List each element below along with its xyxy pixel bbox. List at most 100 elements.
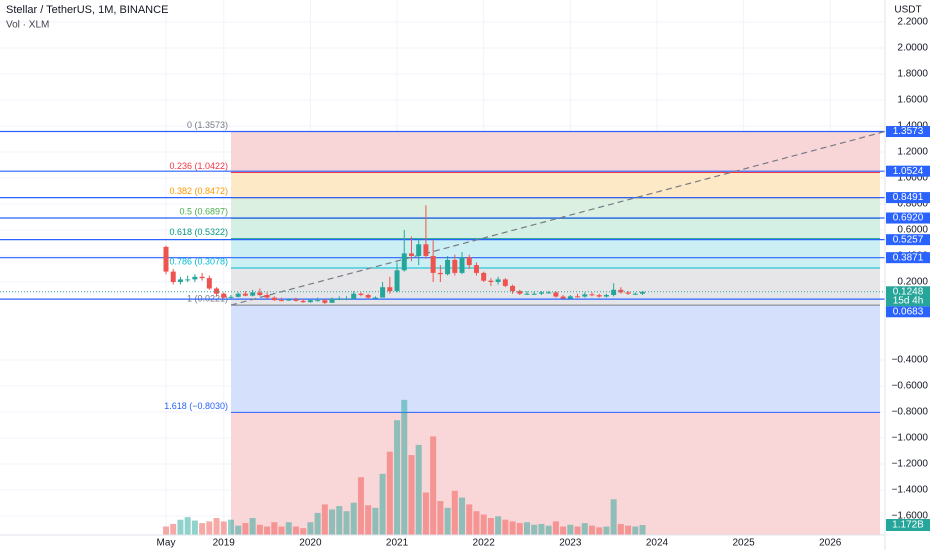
y-tick-label: 2.2000 [897,17,928,28]
price-label: 0.5257 [893,234,924,245]
volume-bar [329,509,336,535]
fib-label: 0.618 (0.5322) [169,227,228,237]
fib-label: 0.382 (0.8472) [169,186,228,196]
price-label: 0.0683 [893,306,924,317]
volume-bar [574,526,581,535]
candle-body [560,296,566,299]
candle-body [408,253,414,256]
candle-body [517,291,523,294]
candle-body [423,244,429,256]
candle-body [430,255,436,273]
volume-bar [365,505,372,535]
candle-body [481,272,487,281]
volume-bar [170,523,177,535]
volume-bar [264,526,271,535]
volume-bar [480,514,487,535]
volume-bar [285,522,292,535]
price-label-box [886,306,930,318]
candle-body [271,297,277,301]
volume-bar [466,504,473,535]
volume-bar [249,518,256,535]
volume-bar [545,525,552,535]
price-label: 0.1248 [893,286,924,297]
candle-body [603,294,609,297]
y-tick-label: 1.0000 [897,173,928,184]
fib-zone [231,218,880,239]
fib-label: 1.618 (−0.8030) [164,401,228,411]
candle-body [170,271,176,282]
volume-label: 1.172B [892,520,924,531]
candle-body [307,300,313,303]
volume-bar [581,523,588,535]
volume-bar [408,455,415,535]
candle-body [163,246,169,272]
volume-bar [444,507,451,535]
price-label: 1.3573 [893,126,924,137]
volume-bar [336,506,343,535]
volume-title: Vol · XLM [6,20,49,31]
candle-body [459,257,465,273]
y-tick-label: 2.0000 [897,43,928,54]
x-tick-label: 2025 [732,538,755,549]
candle-body [640,291,646,294]
y-tick-label: −0.6000 [892,381,929,392]
chart-title: Stellar / TetherUS, 1M, BINANCE [6,4,168,16]
price-label: 0.8491 [893,192,924,203]
candle-body [185,279,191,281]
volume-bar [206,521,213,535]
volume-bar [495,516,502,535]
fib-label: 0.786 (0.3078) [169,256,228,266]
candle-body [293,299,299,301]
candle-body [206,278,212,289]
volume-bar [314,512,321,535]
countdown-label: 15d 4h [893,295,924,306]
fib-zone [231,305,880,413]
candle-body [235,293,241,297]
candle-body [437,272,443,275]
candle-body [315,300,321,302]
candle-body [632,293,638,295]
y-tick-label: −0.8000 [892,407,929,418]
y-tick-label: 1.2000 [897,147,928,158]
fib-zone [231,412,880,535]
volume-bar [177,519,184,535]
volume-bar [307,522,314,535]
volume-bar [639,525,646,535]
y-tick-label: −1.6000 [892,511,929,522]
price-label: 0.6920 [893,213,924,224]
volume-bar [531,524,538,535]
candle-body [531,293,537,295]
fib-zone [231,197,880,219]
candle-body [546,292,552,294]
volume-bar [459,497,466,535]
candle-body [264,294,270,298]
volume-bar [632,526,639,535]
candle-body [221,293,227,298]
candle-body [553,292,559,297]
candle-body [394,270,400,292]
volume-bar [502,519,509,535]
volume-bar [163,526,169,535]
y-tick-label: 0.6000 [897,225,928,236]
volume-bar [271,522,278,535]
candle-body [351,293,357,299]
y-tick-label: 1.6000 [897,95,928,106]
y-tick-label: 1.8000 [897,69,928,80]
volume-bar [191,520,198,535]
volume-bar [242,523,249,535]
candle-body [567,296,573,299]
candle-body [177,279,183,282]
candle-body [495,279,501,282]
candle-body [344,298,349,300]
candle-body [538,292,544,294]
candle-body [250,292,256,296]
volume-bar [256,524,263,535]
candle-body [582,294,588,297]
x-tick-label: 2024 [646,538,669,549]
candle-body [199,276,205,279]
volume-bar [343,511,350,535]
volume-label-box [886,519,930,531]
candle-body [192,276,198,280]
fib-zone [231,131,880,173]
